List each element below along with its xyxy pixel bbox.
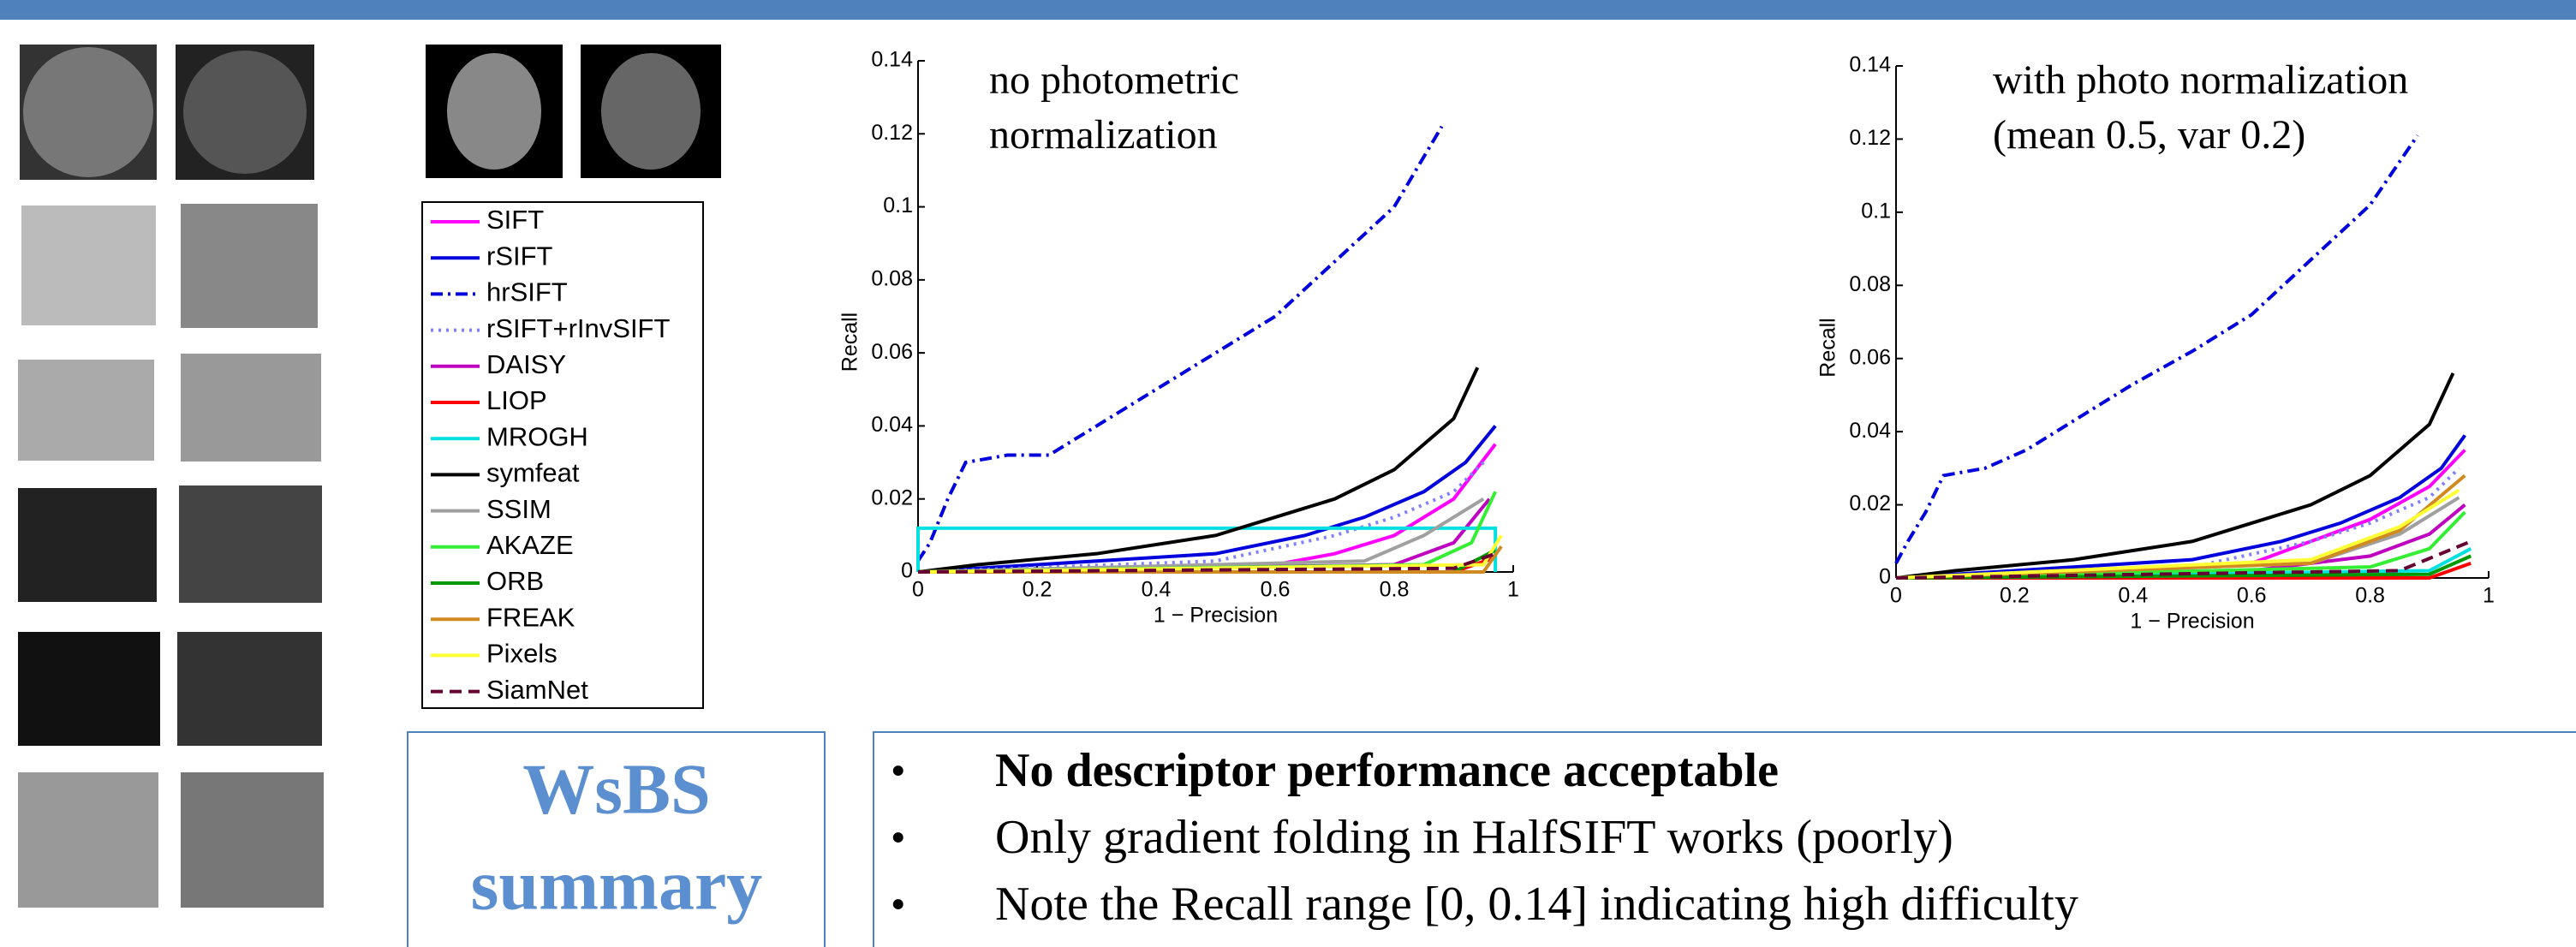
thumb bbox=[179, 485, 322, 603]
y-tick-label: 0.12 bbox=[1849, 126, 1891, 150]
bullet-text: No descriptor performance acceptable bbox=[995, 744, 1779, 797]
series-line bbox=[1895, 539, 2472, 580]
series-line bbox=[917, 461, 1485, 574]
annotation: normalization bbox=[989, 112, 1218, 158]
bullet-dot: • bbox=[891, 746, 906, 794]
series-line bbox=[917, 366, 1480, 574]
thumbnails bbox=[18, 45, 721, 908]
y-tick-label: 0.04 bbox=[871, 413, 913, 437]
y-tick-label: 0.02 bbox=[871, 485, 913, 509]
legend-label: AKAZE bbox=[486, 530, 574, 560]
x-tick-label: 0.8 bbox=[2355, 584, 2385, 608]
x-tick-label: 0.8 bbox=[1380, 578, 1410, 602]
annotation: no photometric bbox=[989, 57, 1239, 103]
thumb bbox=[181, 772, 324, 908]
legend-label: SiamNet bbox=[486, 675, 588, 705]
x-tick-label: 0 bbox=[912, 578, 924, 602]
bullet-dot: • bbox=[891, 813, 906, 861]
x-axis-label: 1 − Precision bbox=[1154, 604, 1278, 628]
x-axis-label: 1 − Precision bbox=[2130, 610, 2254, 634]
thumb bbox=[177, 632, 322, 746]
thumb bbox=[18, 772, 158, 908]
x-tick-label: 0.4 bbox=[1142, 578, 1172, 602]
thumb bbox=[181, 204, 318, 328]
legend-label: ORB bbox=[486, 566, 544, 596]
series-line bbox=[1895, 372, 2455, 580]
x-tick-label: 0 bbox=[1890, 584, 1902, 608]
legend bbox=[421, 201, 704, 709]
annotation: with photo normalization bbox=[1993, 57, 2408, 103]
series-line bbox=[1895, 488, 2460, 580]
y-tick-label: 0.12 bbox=[871, 121, 913, 145]
x-tick-label: 1 bbox=[1507, 578, 1519, 602]
x-tick-label: 0.4 bbox=[2118, 584, 2148, 608]
bullet-text: Note the Recall range [0, 0.14] indicati… bbox=[995, 878, 2078, 931]
thumb bbox=[183, 51, 307, 174]
thumb bbox=[18, 632, 160, 746]
thumb bbox=[447, 53, 541, 170]
x-tick-label: 0.2 bbox=[2000, 584, 2030, 608]
bullets-box bbox=[873, 731, 2576, 947]
y-tick-label: 0.06 bbox=[871, 340, 913, 364]
summary-title: WsBS bbox=[522, 749, 710, 829]
y-tick-label: 0.1 bbox=[1861, 199, 1891, 223]
legend-label: SSIM bbox=[486, 494, 552, 524]
thumb bbox=[601, 53, 701, 170]
series-line bbox=[917, 551, 1496, 574]
series-line bbox=[916, 125, 1444, 563]
legend-label: hrSIFT bbox=[486, 277, 568, 307]
x-tick-label: 1 bbox=[2483, 584, 2495, 608]
y-tick-label: 0.14 bbox=[871, 48, 913, 72]
thumb bbox=[23, 47, 153, 177]
series-line bbox=[917, 425, 1497, 574]
thumb bbox=[21, 205, 156, 325]
y-tick-label: 0.1 bbox=[883, 194, 913, 217]
legend-label: SIFT bbox=[486, 205, 544, 235]
series-line bbox=[917, 497, 1485, 574]
x-tick-label: 0.2 bbox=[1023, 578, 1052, 602]
legend-label: rSIFT bbox=[486, 241, 553, 271]
series-line bbox=[1895, 474, 2466, 580]
legend-label: rSIFT+rInvSIFT bbox=[486, 313, 670, 343]
thumb bbox=[18, 360, 154, 461]
y-tick-label: 0.04 bbox=[1849, 419, 1891, 443]
x-tick-label: 0.6 bbox=[1261, 578, 1291, 602]
y-axis-label: Recall bbox=[1816, 318, 1840, 377]
thumb bbox=[18, 488, 157, 602]
y-tick-label: 0.08 bbox=[871, 266, 913, 290]
legend-label: Pixels bbox=[486, 639, 558, 669]
series-line bbox=[1895, 510, 2466, 580]
y-tick-label: 0 bbox=[901, 559, 913, 583]
y-tick-label: 0 bbox=[1879, 565, 1891, 589]
x-tick-label: 0.6 bbox=[2237, 584, 2267, 608]
legend-label: symfeat bbox=[486, 458, 580, 488]
y-axis-label: Recall bbox=[838, 313, 862, 372]
annotation: (mean 0.5, var 0.2) bbox=[1993, 112, 2305, 158]
series-line bbox=[1895, 434, 2466, 580]
series-line bbox=[1894, 134, 2419, 564]
top-bar bbox=[0, 0, 2576, 20]
y-tick-label: 0.06 bbox=[1849, 345, 1891, 369]
legend-label: FREAK bbox=[486, 602, 575, 632]
bullet-dot: • bbox=[891, 879, 906, 927]
y-tick-label: 0.02 bbox=[1849, 491, 1891, 515]
legend-label: MROGH bbox=[486, 421, 588, 451]
y-tick-label: 0.14 bbox=[1849, 53, 1891, 77]
summary-box bbox=[407, 731, 826, 947]
legend-label: LIOP bbox=[486, 385, 547, 415]
bullet-text: Only gradient folding in HalfSIFT works … bbox=[995, 811, 1953, 864]
thumb bbox=[181, 354, 321, 462]
legend-label: DAISY bbox=[486, 349, 566, 379]
y-tick-label: 0.08 bbox=[1849, 272, 1891, 296]
summary-title: summary bbox=[471, 845, 763, 925]
